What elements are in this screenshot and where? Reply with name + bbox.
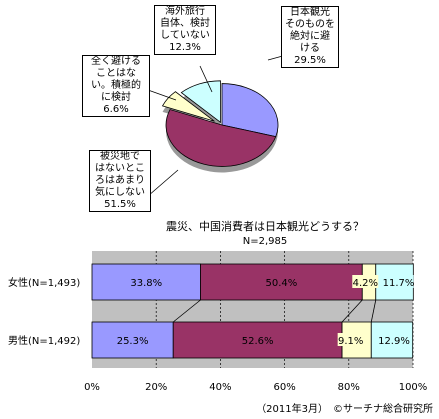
- pie-callout-box: 全く避ける ことはな い。積極的 に検討 6.6%: [82, 55, 150, 117]
- bar-data-label: 33.8%: [130, 278, 162, 289]
- pie-slice-label: 被災地で: [100, 151, 140, 162]
- pie-slice-label: はないとこ: [95, 163, 145, 174]
- pie-slice-label: い。積極的: [91, 80, 141, 91]
- bar-data-label: 11.7%: [383, 278, 415, 289]
- y-tick-label: 男性(N=1,492): [8, 334, 80, 347]
- pie-slice-value: 12.3%: [169, 42, 201, 53]
- pie-slice-value: 51.5%: [104, 199, 136, 210]
- pie-leader-line: [147, 169, 179, 197]
- x-tick-label: 0%: [84, 382, 100, 393]
- x-tick-label: 100%: [399, 382, 428, 393]
- pie-slice-value: 29.5%: [294, 55, 326, 66]
- pie-slice-label: 絶対に避: [290, 31, 330, 42]
- pie-slice-label: に検討: [101, 92, 131, 103]
- pie-slice-label: ことはな: [96, 68, 136, 79]
- pie-callout-box: 日本観光 そのものを 絶対に避 ける 29.5%: [281, 6, 339, 68]
- bar-data-label: 12.9%: [378, 336, 410, 347]
- bar-data-label-bg: [352, 275, 379, 288]
- pie-slice-label: 気にしない: [95, 187, 145, 198]
- bar-data-label: 50.4%: [265, 278, 297, 289]
- bar-data-label-bg: [337, 333, 364, 346]
- footnote: （2011年3月） ©サーチナ総合研究所: [256, 402, 433, 415]
- pie-slice: [221, 83, 279, 138]
- pie-slice-label: ろはあまり: [95, 175, 145, 186]
- pie-slice-label: 海外旅行: [165, 6, 205, 17]
- pie-slice-label: 日本観光: [290, 7, 330, 18]
- pie-slice: [161, 91, 215, 122]
- pie-slice-label: 自体、検討: [160, 18, 210, 29]
- bar-data-label: 52.6%: [242, 336, 274, 347]
- pie-leader-line: [199, 65, 213, 93]
- x-tick-label: 20%: [145, 382, 167, 393]
- pie-slice: [165, 109, 277, 167]
- pie-callout-box: 被災地で はないとこ ろはあまり 気にしない 51.5%: [89, 150, 151, 212]
- series-connector-line: [341, 299, 363, 323]
- bar-data-label-bg: [266, 275, 297, 288]
- pie-slice-label: していない: [160, 30, 210, 41]
- pie-slice-label: 全く避ける: [91, 56, 141, 67]
- series-connector-line: [172, 299, 201, 323]
- pie-slice-label: そのものを: [285, 19, 335, 30]
- bar-data-label-bg: [383, 275, 414, 288]
- bar-data-label-bg: [242, 333, 273, 346]
- pie-callout-box: 海外旅行 自体、検討 していない 12.3%: [154, 5, 216, 55]
- bar-data-label-bg: [117, 333, 148, 346]
- x-tick-label: 40%: [209, 382, 231, 393]
- pie-slice-value: 6.6%: [103, 104, 129, 115]
- pie-slice: [180, 80, 221, 124]
- x-tick-label: 80%: [338, 382, 360, 393]
- bar-data-label-bg: [378, 333, 409, 346]
- bar-data-label-bg: [131, 275, 162, 288]
- pie-slice-label: ける: [300, 43, 320, 54]
- pie-leader-line: [147, 89, 177, 101]
- bar-data-label: 25.3%: [117, 336, 149, 347]
- bar-data-label: 9.1%: [338, 336, 363, 347]
- series-connector-line: [370, 299, 377, 323]
- chart-title: 震災、中国消費者は日本観光どうする？: [166, 219, 364, 233]
- y-tick-label: 女性(N=1,493): [8, 276, 80, 289]
- x-tick-label: 60%: [273, 382, 295, 393]
- chart-subtitle: N=2,985: [243, 236, 288, 247]
- bar-data-label: 4.2%: [353, 278, 378, 289]
